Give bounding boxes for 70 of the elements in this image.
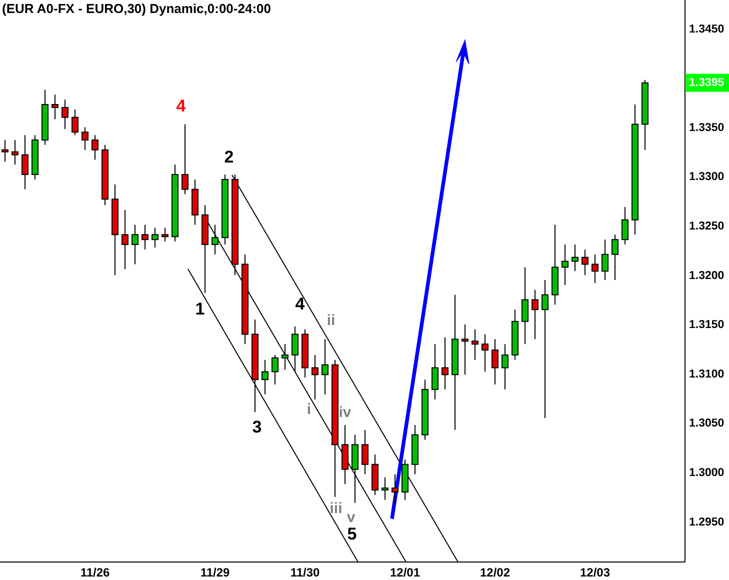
candlestick <box>582 248 588 276</box>
candlestick <box>212 224 218 255</box>
y-tick-label: 1.3150 <box>689 319 724 332</box>
candlestick <box>432 344 438 400</box>
candlestick <box>52 94 58 120</box>
candlestick <box>72 108 78 136</box>
text: 1.3395 <box>689 76 725 89</box>
candlestick <box>592 254 598 284</box>
y-tick-label: 1.2950 <box>689 516 724 528</box>
y-tick-label: 1.3000 <box>689 466 724 479</box>
candlestick <box>392 474 398 504</box>
candlestick <box>562 244 568 286</box>
candlestick <box>382 476 388 500</box>
chart-title: (EUR A0-FX - EURO,30) Dynamic,0:00-24:00 <box>2 1 271 16</box>
candlestick <box>262 359 268 395</box>
x-tick-label: 12/02 <box>480 566 510 580</box>
candlestick <box>542 280 548 419</box>
candlestick <box>472 328 478 360</box>
annotation: v <box>346 508 356 526</box>
candlestick <box>622 206 628 246</box>
candlestick <box>142 224 148 250</box>
candlestick <box>182 124 188 195</box>
candlestick <box>532 289 538 340</box>
y-tick-label: 1.3350 <box>689 122 724 134</box>
candlestick <box>612 234 618 281</box>
candlestick <box>442 336 448 390</box>
annotation: 1 <box>195 299 205 318</box>
y-tick-label: 1.3100 <box>689 368 724 380</box>
candlestick <box>522 266 528 345</box>
y-tick-label: 1.3050 <box>689 418 724 430</box>
annotation: i <box>306 400 312 418</box>
candlestick <box>572 244 578 272</box>
candlestick <box>12 140 18 166</box>
candlestick <box>462 324 468 376</box>
candlestick <box>292 326 298 372</box>
y-tick-label: 1.3250 <box>689 220 724 232</box>
candlestick <box>272 354 278 386</box>
annotation: 5 <box>347 524 357 544</box>
annotation: 2 <box>224 147 234 166</box>
annotation: ii <box>326 312 336 329</box>
candlestick <box>122 210 128 270</box>
candlestick <box>322 338 328 395</box>
annotation: 4 <box>176 96 186 116</box>
y-tick-label: 1.3450 <box>689 23 724 36</box>
candlestick <box>22 134 28 190</box>
candlestick <box>362 429 368 475</box>
candlestick <box>132 224 138 265</box>
annotation: 3 <box>252 417 262 436</box>
annotation: iv <box>338 404 352 421</box>
candlestick <box>152 227 158 248</box>
candlestick <box>82 126 88 150</box>
x-tick-label: 11/26 <box>80 566 110 580</box>
candlestick <box>602 239 608 281</box>
candlestick <box>482 334 488 372</box>
candlestick <box>162 227 168 242</box>
annotation: 4 <box>295 294 306 314</box>
x-tick-label: 12/01 <box>390 566 420 580</box>
y-tick-label: 1.3200 <box>689 270 724 282</box>
x-tick-label: 11/29 <box>200 566 230 580</box>
x-tick-label: 11/30 <box>290 566 320 580</box>
annotation: iii <box>330 500 342 517</box>
candlestick <box>312 354 318 400</box>
y-tick-label: 1.3300 <box>689 171 724 184</box>
candlestick <box>492 338 498 386</box>
x-tick-label: 12/03 <box>580 566 610 580</box>
candlestick <box>282 344 288 370</box>
candlestick <box>502 344 508 390</box>
candlestick <box>2 140 8 162</box>
candlestick <box>62 99 68 130</box>
candlestick <box>92 134 98 160</box>
